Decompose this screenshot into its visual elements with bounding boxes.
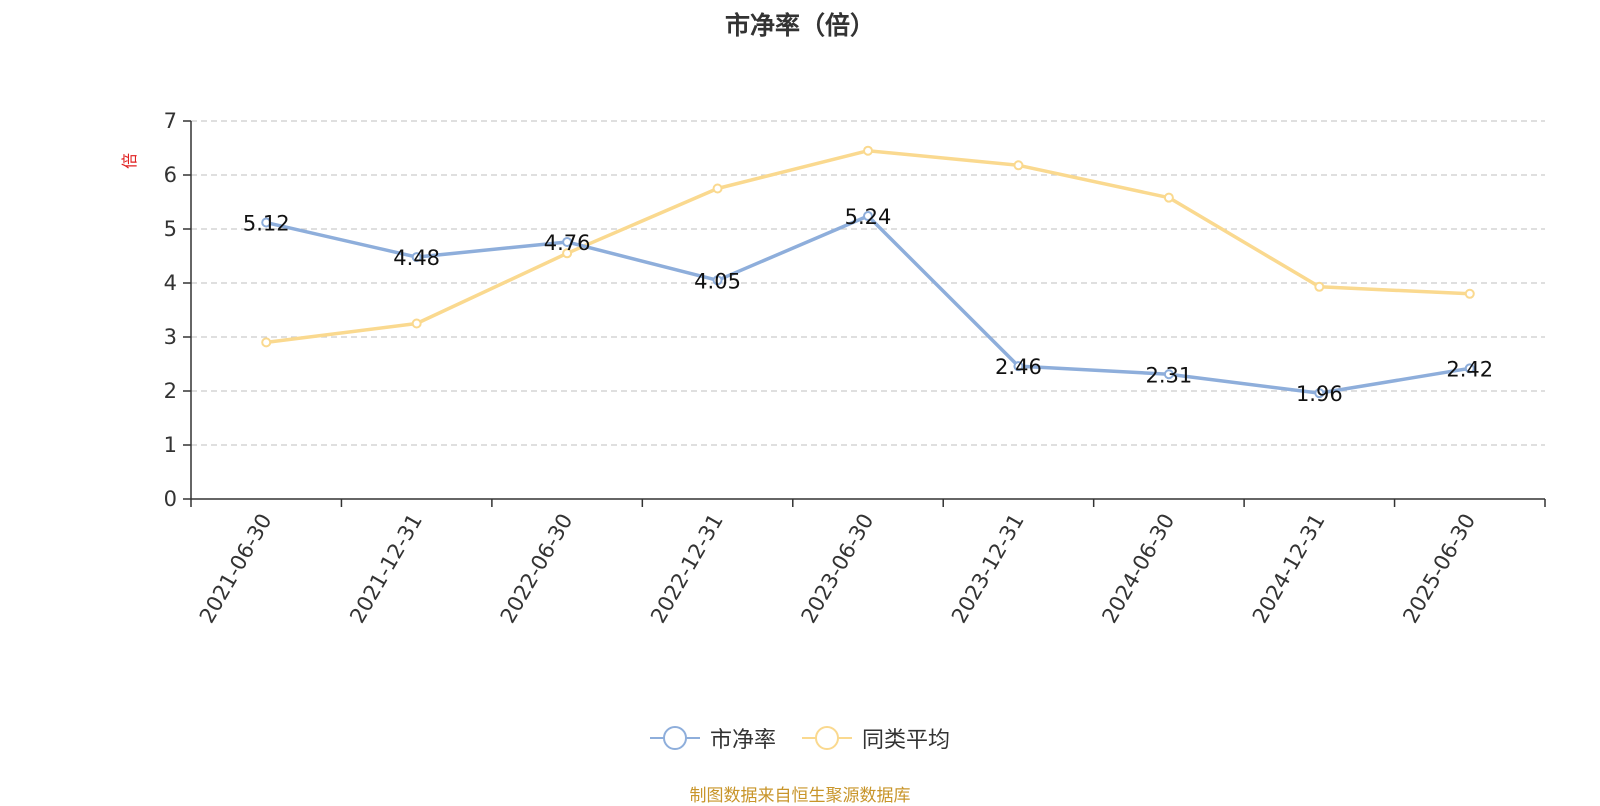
legend-label: 同类平均 xyxy=(862,728,951,753)
data-point-2 xyxy=(1013,160,1024,171)
data-label: 4.48 xyxy=(393,246,440,270)
legend-item-series-2[interactable]: 同类平均 xyxy=(802,722,950,754)
y-tick-label: 2 xyxy=(164,379,177,403)
data-label: 2.42 xyxy=(1446,357,1493,381)
data-point-1 xyxy=(863,211,873,222)
x-tick-label: 2024-06-30 xyxy=(1097,510,1179,628)
data-point-1 xyxy=(1314,388,1325,399)
legend-marker-icon xyxy=(649,726,700,750)
x-tick-label: 2021-06-30 xyxy=(195,510,277,628)
data-point-2 xyxy=(863,145,873,156)
data-point-2 xyxy=(562,248,573,259)
legend-marker-icon xyxy=(802,726,852,750)
y-tick-label: 0 xyxy=(164,487,177,511)
y-tick-label: 7 xyxy=(164,109,177,133)
data-label: 2.31 xyxy=(1146,363,1193,387)
y-tick-label: 3 xyxy=(164,325,177,349)
y-tick-label: 5 xyxy=(164,217,177,241)
data-point-2 xyxy=(411,318,422,329)
legend-item-series-1[interactable]: 市净率 xyxy=(649,722,776,754)
grid-lines xyxy=(191,120,1545,446)
data-point-2 xyxy=(1464,288,1475,299)
data-point-2 xyxy=(261,337,272,348)
data-point-1 xyxy=(1013,361,1024,372)
x-tick-label: 2022-12-31 xyxy=(646,510,728,628)
data-point-1 xyxy=(261,217,272,228)
legend-label: 市净率 xyxy=(709,728,776,753)
chart-title: 市净率（倍） xyxy=(724,11,875,40)
legend: 市净率 同类平均 xyxy=(0,722,1600,754)
x-tick-label: 2022-06-30 xyxy=(496,510,578,628)
x-tick-label: 2021-12-31 xyxy=(345,510,427,628)
data-labels: 5.12 4.48 4.76 4.05 5.24 2.46 2.31 1.96 2.42 xyxy=(243,205,1493,406)
data-point-1 xyxy=(1163,369,1174,380)
axes: 0 1 2 3 4 5 6 7 倍 2021-06-30 2021-12-31 2022-06-30 2… xyxy=(120,109,1546,628)
x-tick-label: 2025-06-30 xyxy=(1398,510,1480,628)
data-label: 1.96 xyxy=(1296,382,1343,406)
y-axis-label: 倍 xyxy=(120,153,139,169)
data-point-1 xyxy=(562,236,573,247)
data-point-1 xyxy=(1464,363,1475,374)
data-point-2 xyxy=(712,183,723,194)
y-tick-label: 4 xyxy=(164,271,177,295)
data-point-1 xyxy=(712,275,723,286)
data-label: 5.24 xyxy=(845,205,892,229)
data-point-2 xyxy=(1314,281,1325,292)
data-label: 5.12 xyxy=(243,212,290,236)
data-point-1 xyxy=(411,252,422,263)
x-tick-label: 2023-12-31 xyxy=(947,510,1029,628)
data-label: 4.05 xyxy=(694,269,741,293)
data-point-2 xyxy=(1163,192,1174,203)
series-line-2 xyxy=(266,148,1470,345)
data-label: 4.76 xyxy=(544,231,591,255)
data-label: 2.46 xyxy=(995,355,1042,379)
x-tick-label: 2023-06-30 xyxy=(797,510,879,628)
source-note: 制图数据来自恒生聚源数据库 xyxy=(689,786,911,806)
y-tick-label: 6 xyxy=(164,163,177,187)
y-tick-label: 1 xyxy=(164,433,177,457)
series-layer xyxy=(261,145,1475,399)
series-line-1 xyxy=(265,214,1471,395)
x-tick-label: 2024-12-31 xyxy=(1248,510,1330,628)
